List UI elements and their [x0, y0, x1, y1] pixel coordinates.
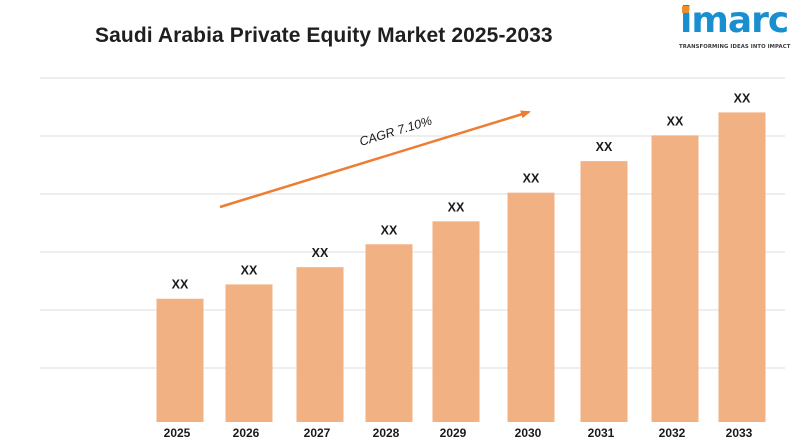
data-label-2031: XX	[596, 140, 613, 154]
bar-2028	[365, 244, 413, 422]
data-label-2032: XX	[667, 114, 684, 128]
logo-wordmark: imarc	[680, 0, 789, 41]
data-label-2029: XX	[448, 200, 465, 214]
x-tick-2031: 2031	[588, 426, 615, 440]
x-tick-2025: 2025	[164, 426, 191, 440]
bar-2029	[432, 221, 480, 422]
x-tick-2029: 2029	[440, 426, 467, 440]
bar-2030	[507, 192, 555, 422]
x-tick-2030: 2030	[515, 426, 542, 440]
x-tick-2028: 2028	[373, 426, 400, 440]
data-labels: XX XX XX XX XX XX XX XX XX	[172, 91, 751, 291]
x-tick-2033: 2033	[726, 426, 753, 440]
bar-2025	[156, 298, 204, 422]
data-label-2033: XX	[734, 91, 751, 105]
bars	[156, 112, 766, 423]
data-label-2026: XX	[241, 263, 258, 277]
data-label-2028: XX	[381, 223, 398, 237]
logo-dot-icon	[682, 6, 689, 13]
bar-2031	[580, 161, 628, 422]
cagr-arrow-line	[219, 110, 531, 209]
x-axis-tick-labels: 2025 2026 2027 2028 2029 2030 2031 2032 2033	[164, 426, 753, 440]
cagr-arrow: CAGR 7.10%	[219, 110, 531, 209]
data-label-2025: XX	[172, 278, 189, 292]
bar-2027	[296, 267, 344, 422]
bar-2032	[651, 135, 699, 423]
x-tick-2026: 2026	[233, 426, 260, 440]
x-tick-2032: 2032	[659, 426, 686, 440]
chart-title: Saudi Arabia Private Equity Market 2025-…	[95, 24, 553, 47]
bar-2033	[718, 112, 766, 423]
bar-2026	[225, 284, 273, 422]
data-label-2027: XX	[312, 246, 329, 260]
imarc-logo: imarc TRANSFORMING IDEAS INTO IMPACT	[679, 0, 792, 54]
logo-tagline: TRANSFORMING IDEAS INTO IMPACT	[679, 44, 791, 50]
x-tick-2027: 2027	[304, 426, 331, 440]
data-label-2030: XX	[523, 172, 540, 186]
